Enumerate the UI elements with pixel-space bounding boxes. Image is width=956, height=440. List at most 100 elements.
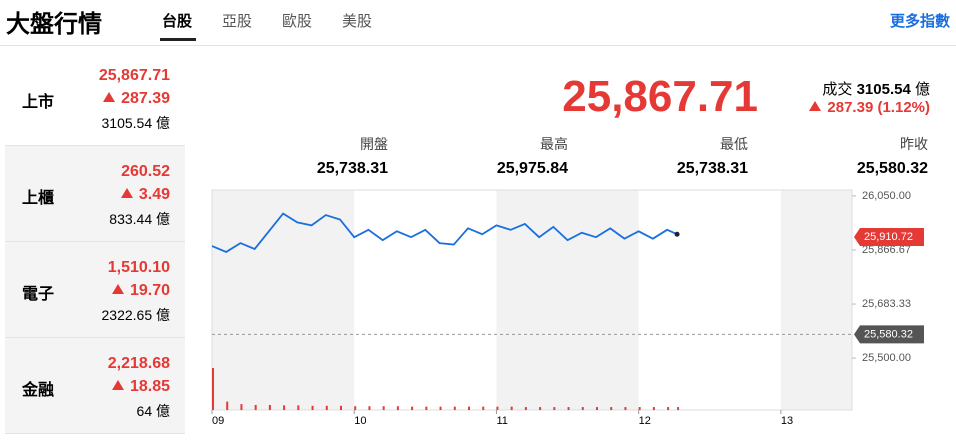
index-card[interactable]: 電子 1,510.10 19.70 2322.65 億 [5, 242, 185, 338]
volume-bar [596, 407, 598, 410]
volume-bar [368, 406, 371, 410]
tab[interactable]: 美股 [342, 13, 373, 30]
volume-bar [468, 406, 470, 410]
volume-bar [510, 406, 513, 410]
change-value: 19.70 [129, 282, 170, 299]
up-arrow [809, 101, 822, 111]
volume-bar [553, 407, 556, 410]
plot-frame [211, 189, 853, 411]
stat-value: 25,738.31 [676, 160, 748, 177]
volume-bar [581, 407, 584, 410]
index-name: 上櫃 [22, 190, 55, 207]
volume-bar [311, 405, 314, 410]
y-tick-label: 25,500.00 [862, 352, 911, 364]
session-band [496, 190, 639, 410]
x-tick-label: 09 [212, 415, 224, 427]
up-arrow [111, 284, 124, 294]
stat: 開盤 25,738.31 [228, 134, 388, 178]
tab[interactable]: 歐股 [282, 13, 313, 30]
index-card[interactable]: 金融 2,218.68 18.85 64 億 [5, 338, 185, 434]
index-change: 287.39 [103, 90, 170, 108]
change-value: 287.39 [827, 99, 874, 116]
volume-bar [610, 407, 613, 410]
last-point [674, 231, 680, 237]
index-change: 3.49 [120, 186, 170, 204]
volume-bar [226, 401, 229, 410]
volume-bar [268, 404, 271, 410]
index-name: 上市 [22, 94, 55, 111]
volume-bar [396, 406, 399, 410]
turnover-value: 3105.54 [856, 81, 911, 98]
session-band [212, 190, 355, 410]
index-volume: 64 億 [136, 403, 170, 419]
stat-label: 開盤 [360, 136, 388, 152]
volume-bar [297, 405, 300, 410]
price-tag-label: 25,910.72 [864, 231, 913, 243]
up-arrow [111, 380, 124, 390]
volume-bar [254, 404, 257, 410]
y-tick-label: 26,050.00 [862, 190, 911, 202]
price-line [211, 212, 678, 253]
volume-bar [439, 406, 442, 410]
index-card[interactable]: 上市 25,867.71 287.39 3105.54 億 [5, 50, 185, 146]
x-tick-label: 13 [781, 415, 793, 427]
index-card[interactable]: 上櫃 260.52 3.49 833.44 億 [5, 146, 185, 242]
turnover: 成交 3105.54 億 [822, 78, 930, 99]
volume-bar [567, 407, 570, 410]
stat-value: 25,975.84 [496, 160, 568, 177]
change-pct: (1.12%) [877, 99, 930, 116]
stat-label: 最低 [720, 136, 748, 152]
index-price: 25,867.71 [98, 67, 170, 84]
price-tag [854, 227, 924, 246]
index-volume: 833.44 億 [109, 211, 170, 227]
volume-bar [496, 406, 499, 410]
up-arrow [103, 92, 116, 102]
volume-bar [624, 407, 627, 410]
tab-underline [160, 38, 196, 41]
volume-bar [667, 407, 670, 410]
volume-bar [652, 407, 655, 410]
change: 287.39 (1.12%) [809, 99, 930, 116]
volume-bar [539, 407, 542, 410]
volume-bar [411, 406, 414, 410]
index-change: 18.85 [111, 378, 170, 396]
stat: 昨收 25,580.32 [768, 134, 928, 178]
volume-bar [482, 406, 485, 410]
more-link[interactable]: 更多指數 [889, 13, 950, 30]
tab[interactable]: 亞股 [222, 13, 253, 30]
turnover-unit: 億 [914, 81, 930, 98]
stat-label: 昨收 [900, 136, 928, 152]
session-band [780, 190, 852, 410]
volume-bar [325, 405, 328, 410]
volume-bar [212, 368, 214, 410]
x-tick-label: 12 [639, 415, 651, 427]
volume-bar [382, 406, 385, 410]
price-tag-label: 25,580.32 [864, 328, 913, 340]
price-tag [854, 325, 924, 344]
volume-bar [425, 406, 428, 410]
stat-value: 25,580.32 [856, 160, 928, 177]
index-change: 19.70 [111, 282, 170, 300]
volume-bar [524, 407, 527, 410]
volume-bar [283, 405, 286, 410]
change-value: 18.85 [129, 378, 170, 395]
index-name: 電子 [22, 286, 55, 303]
tab[interactable]: 台股 [162, 13, 193, 30]
x-tick-label: 10 [354, 415, 366, 427]
index-name: 金融 [22, 382, 55, 399]
stat: 最高 25,975.84 [408, 134, 568, 178]
change-value: 287.39 [121, 90, 170, 107]
volume-bar [638, 407, 641, 410]
volume-bar [240, 404, 243, 410]
volume-bar [453, 406, 456, 410]
change-value: 3.49 [138, 186, 170, 203]
stat-value: 25,738.31 [316, 160, 388, 177]
index-volume: 3105.54 億 [101, 115, 171, 131]
volume-bar [677, 407, 680, 410]
volume-bar [340, 405, 342, 410]
x-tick-label: 11 [496, 415, 507, 427]
stat: 最低 25,738.31 [588, 134, 748, 178]
index-price: 2,218.68 [107, 355, 170, 372]
